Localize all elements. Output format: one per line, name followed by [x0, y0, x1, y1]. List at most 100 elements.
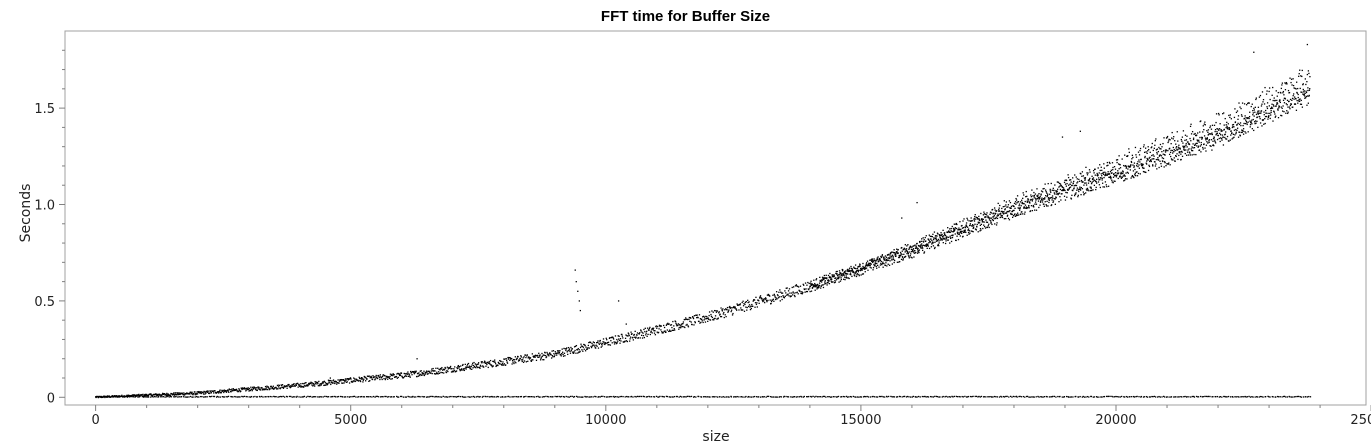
data-point [923, 252, 925, 254]
data-point [522, 359, 524, 361]
data-point [762, 299, 764, 301]
data-point [1211, 133, 1214, 136]
data-point [921, 395, 924, 398]
data-point [1235, 396, 1237, 398]
data-point [774, 396, 776, 398]
data-point [1299, 98, 1301, 100]
data-point [239, 396, 241, 398]
data-point [289, 386, 292, 389]
data-point [618, 396, 620, 398]
data-point [1264, 109, 1267, 112]
data-point [531, 359, 533, 361]
data-point [645, 332, 647, 334]
data-point [1166, 136, 1168, 139]
data-point [1306, 95, 1309, 97]
data-point [199, 391, 202, 394]
data-point [124, 396, 126, 398]
data-point [966, 226, 969, 228]
data-point [1046, 200, 1048, 203]
data-point [431, 372, 433, 375]
data-point [461, 395, 463, 398]
data-point [969, 224, 971, 227]
data-point [182, 396, 185, 398]
data-point [576, 349, 578, 351]
data-point [318, 380, 320, 383]
data-point [150, 396, 152, 398]
data-point [581, 396, 583, 398]
data-point [1270, 111, 1272, 114]
data-point [1208, 140, 1210, 142]
data-point [948, 231, 950, 233]
data-point [669, 396, 671, 398]
data-point [845, 276, 848, 278]
data-point [523, 396, 526, 398]
data-point [1304, 92, 1306, 94]
data-point [388, 395, 390, 398]
data-point [708, 318, 710, 320]
data-point [963, 218, 965, 220]
data-point [1095, 396, 1098, 398]
data-point [1259, 112, 1261, 114]
data-point [617, 340, 619, 342]
data-point [800, 292, 803, 295]
data-point [413, 371, 415, 374]
data-point [1222, 113, 1224, 115]
data-point [1281, 110, 1284, 112]
data-point [225, 391, 228, 393]
data-point [809, 282, 812, 284]
data-point [1173, 148, 1175, 151]
data-point [982, 214, 985, 216]
data-point [267, 386, 269, 388]
data-point [823, 277, 825, 279]
data-point [121, 394, 123, 396]
data-point [1109, 176, 1111, 179]
data-point [1145, 395, 1148, 398]
data-point [563, 352, 566, 354]
data-point [753, 299, 756, 301]
data-point [884, 264, 887, 267]
x-tick-label: 0 [91, 413, 99, 428]
data-point [936, 395, 939, 398]
data-point [847, 277, 849, 279]
data-point [907, 254, 910, 256]
data-point [859, 269, 862, 272]
data-point [178, 396, 180, 398]
data-point [1046, 396, 1048, 398]
data-point [1176, 149, 1179, 151]
data-point [959, 396, 961, 398]
data-point [886, 265, 888, 267]
data-point [335, 396, 337, 398]
data-point [915, 396, 917, 398]
data-point [925, 245, 927, 247]
data-point [838, 270, 841, 272]
data-point [1221, 137, 1223, 140]
data-point [1096, 396, 1098, 398]
data-point [670, 330, 672, 332]
data-point [477, 362, 480, 364]
data-point [545, 356, 548, 358]
data-point [218, 392, 220, 394]
data-point [930, 238, 932, 240]
data-point [1258, 396, 1260, 398]
data-point [378, 375, 380, 378]
data-point [1093, 396, 1096, 398]
data-point [1191, 149, 1193, 152]
data-point [741, 309, 744, 311]
data-point [421, 372, 423, 374]
data-point [1059, 395, 1061, 398]
data-point [662, 395, 664, 398]
data-point [343, 396, 346, 398]
data-point [1175, 155, 1177, 158]
data-point [1232, 133, 1235, 135]
data-point [1027, 198, 1029, 200]
data-point [314, 385, 316, 387]
data-point [1191, 130, 1194, 133]
data-point [131, 395, 134, 397]
data-point [1135, 154, 1137, 156]
data-point [1031, 209, 1034, 212]
data-point [1192, 395, 1195, 398]
data-point [900, 254, 902, 257]
data-point [425, 396, 428, 398]
data-point [1083, 194, 1085, 196]
data-point [1252, 109, 1254, 112]
